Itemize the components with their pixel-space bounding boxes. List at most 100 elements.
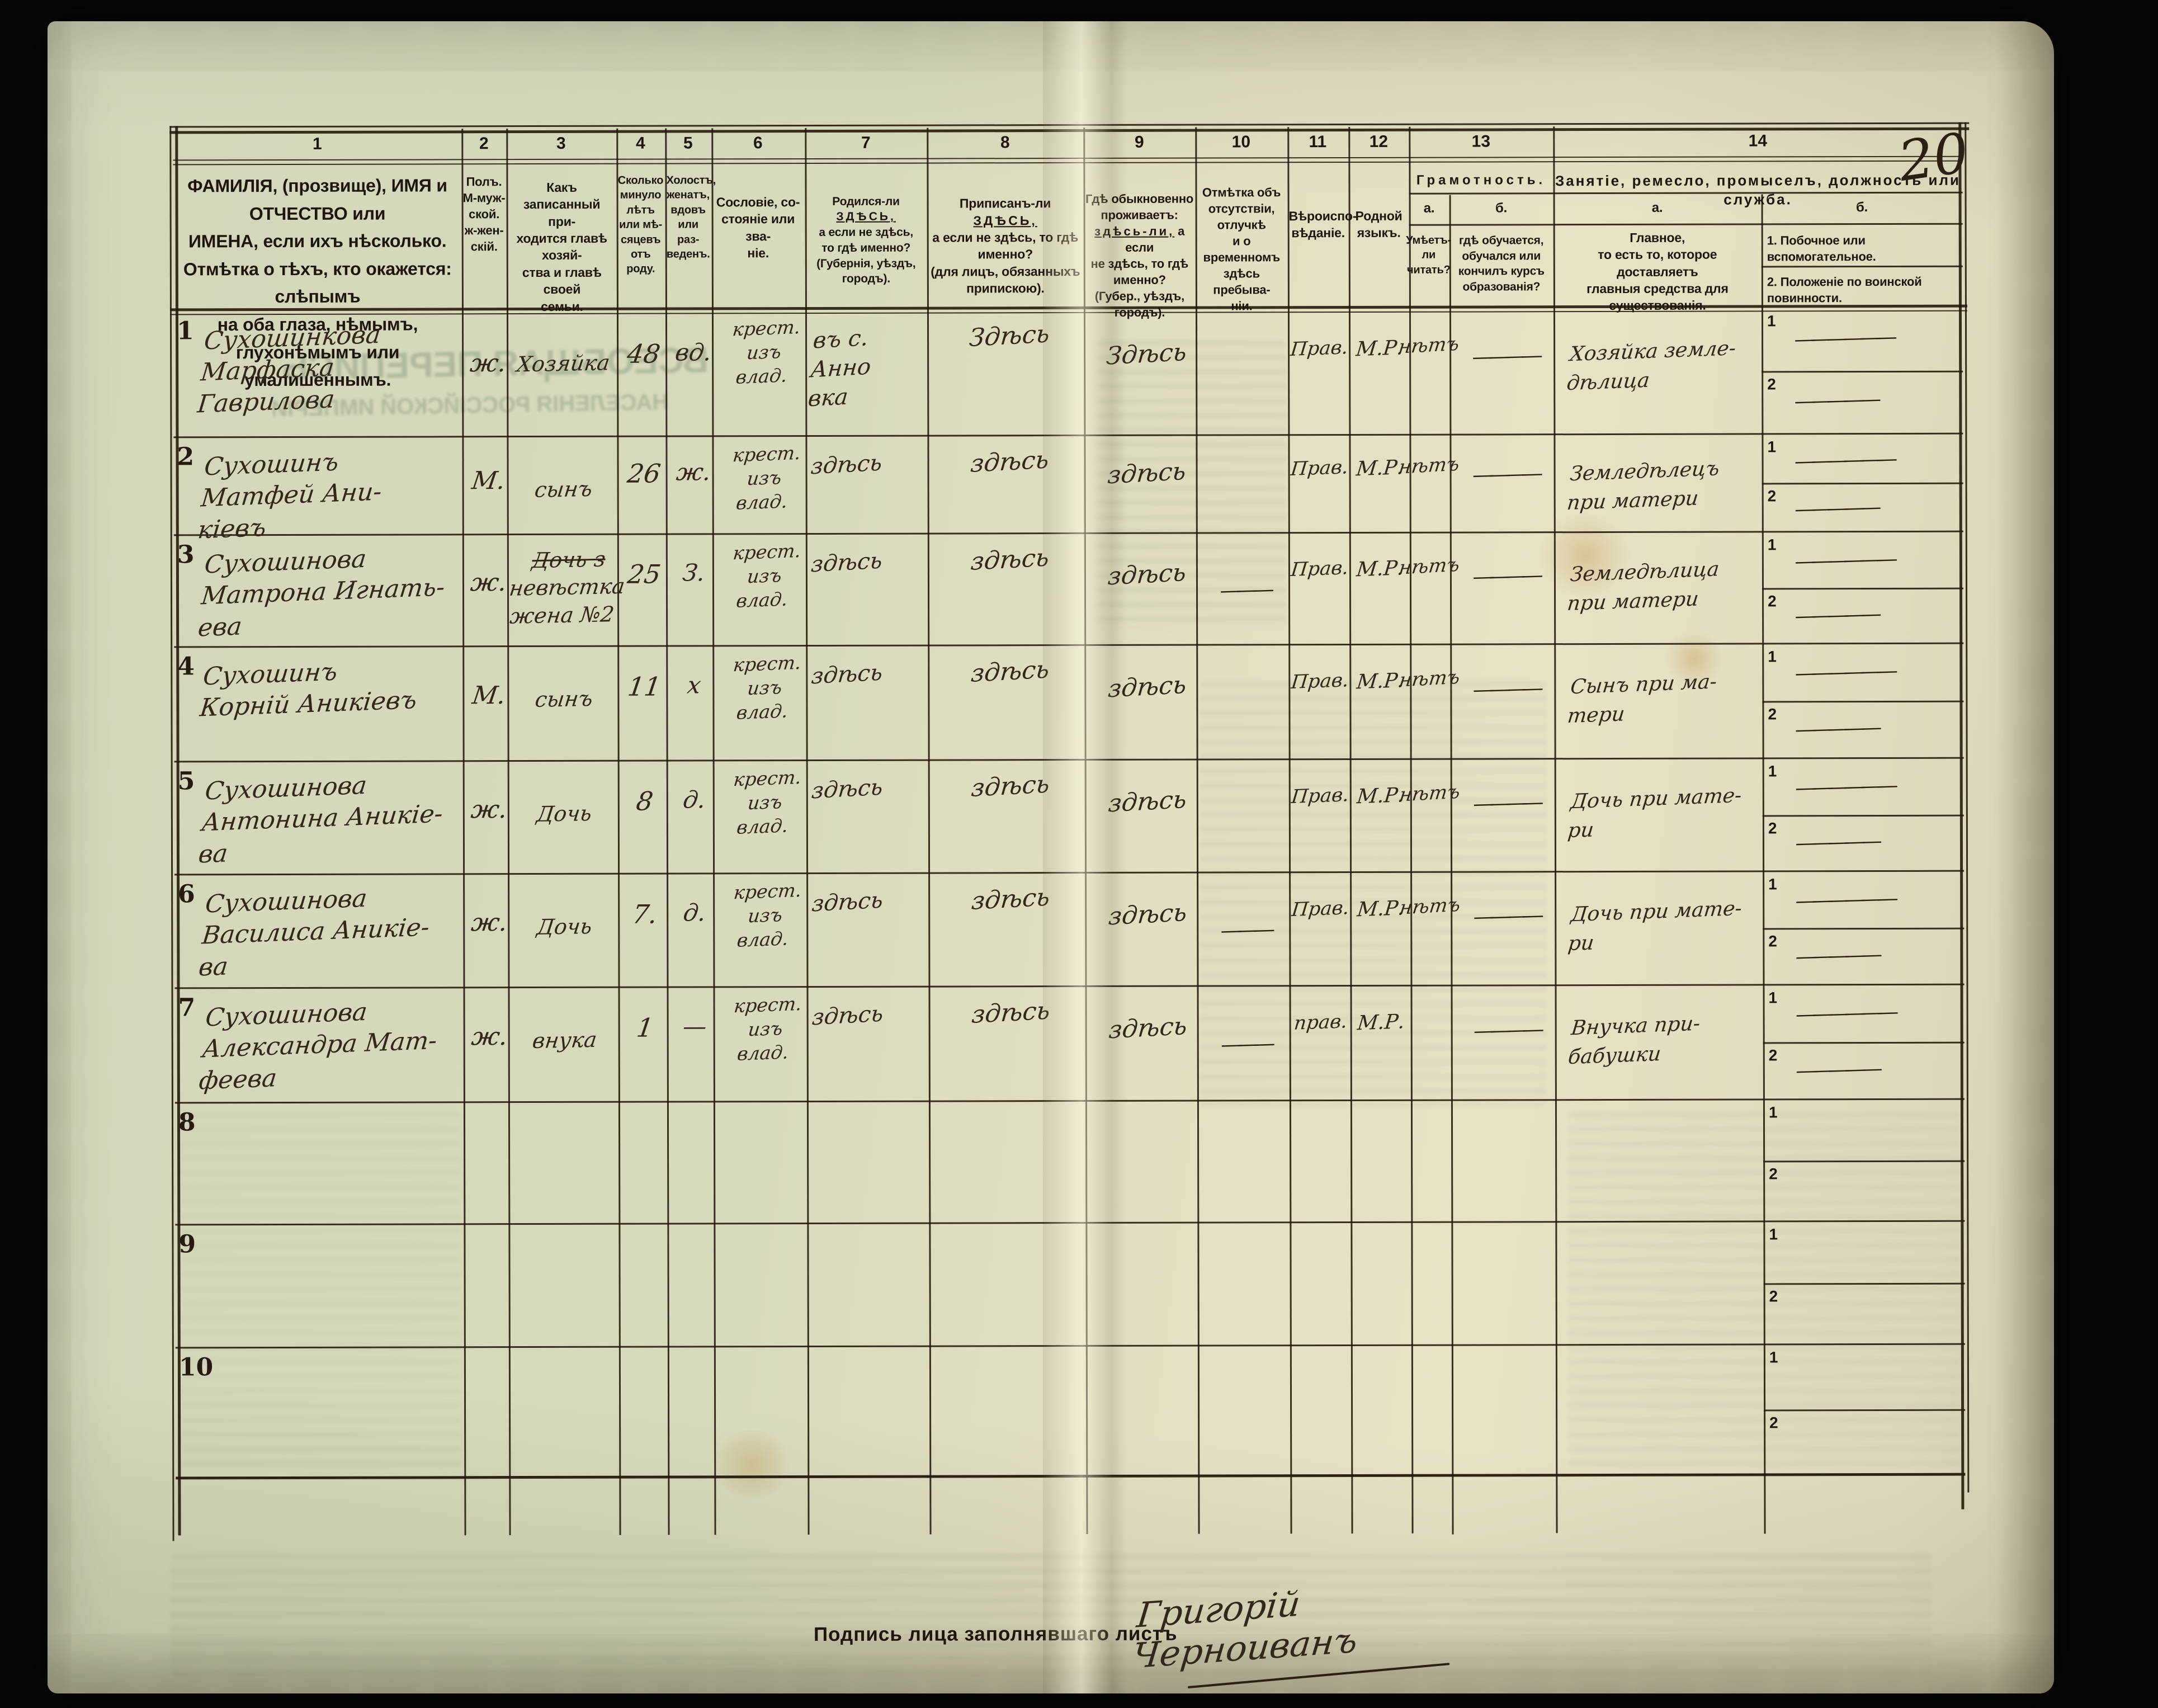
header-marital-column: Холостъ, женатъ, вдовъ или раз- веденъ. — [666, 174, 716, 261]
header-text-underlined: ЗДѢСЬ, — [836, 210, 896, 224]
cell-birthplace: здѣсь — [811, 1001, 885, 1031]
cell-literacy-reads — [1400, 1245, 1462, 1249]
cell-occupation-b1-dash: —————— — [1795, 324, 1893, 351]
table-grid — [0, 0, 2156, 1541]
header-registration-column: Приписанъ-ли ЗДѢСЬ, а если не здѣсь, то … — [928, 178, 1082, 297]
cell-estate: крест. изъ влад. — [733, 992, 803, 1065]
cell-marital-status: вд. — [673, 338, 714, 366]
cell-literacy-education-dash: ———— — [1474, 903, 1540, 928]
cell-occupation-main: Хозяйка земле- дѣлица — [1565, 337, 1737, 395]
table-row: 5 Сухошинова Антонина Аникіе- ва ж. Дочь… — [174, 758, 1965, 876]
cell-relation-text: Дочь — [535, 801, 593, 827]
row-number: 7 — [178, 993, 196, 1022]
occupation-b1-number: 1 — [1767, 536, 1777, 554]
occupation-b-divider — [1762, 587, 1964, 589]
cell-occupation-b1-dash: —————— — [1795, 658, 1893, 685]
grid-line — [1553, 223, 1963, 226]
cell-residence: здѣсь — [1107, 671, 1188, 704]
grid-line — [169, 127, 1970, 134]
header-birthplace-column: Родился-ли ЗДѢСЬ, а если не здѣсь, то гд… — [806, 178, 925, 287]
occupation-b1-number: 1 — [1768, 762, 1777, 780]
cell-occupation-main: Внучка при- бабушки — [1567, 1012, 1702, 1069]
header-residence-column: Гдѣ обыкновенно проживаетъ: здѣсь-ли, а … — [1084, 174, 1194, 321]
cell-marital-status: З. — [681, 559, 707, 587]
cell-relation-struck — [566, 774, 569, 799]
occupation-b1-number: 1 — [1767, 438, 1777, 456]
cell-religion: Прав. — [1290, 669, 1350, 694]
col-number: 6 — [753, 134, 763, 153]
cell-birthplace — [813, 1233, 931, 1239]
cell-age: 48 — [625, 338, 663, 369]
cell-relation-text: Дочь — [535, 914, 594, 940]
col-number: 12 — [1369, 132, 1389, 151]
col-number: 13 — [1471, 132, 1491, 151]
header-literacy-a-text: Умѣетъ- ли читать? — [1406, 234, 1452, 276]
cell-registration: здѣсь — [969, 543, 1051, 577]
cell-occupation-b1-dash: —————— — [1795, 546, 1893, 573]
cell-relation-struck — [565, 1237, 568, 1262]
cell-relation-struck: Дочь з — [530, 546, 607, 573]
cell-birthplace — [813, 1356, 931, 1362]
occupation-b-divider — [1763, 927, 1965, 930]
occupation-b2-number: 2 — [1769, 1413, 1778, 1431]
cell-occupation-main: Земледѣлецъ при матери — [1566, 457, 1721, 515]
header-occupation-a-label: а. — [1651, 200, 1663, 215]
cell-relation — [509, 1113, 624, 1143]
cell-relation-text: невѣстка жена №2 — [508, 574, 626, 629]
header-text: Родился-ли — [832, 195, 900, 208]
cell-literacy-reads: нѣтъ — [1398, 780, 1462, 806]
grid-line — [1409, 224, 1553, 226]
cell-name — [202, 1229, 466, 1239]
cell-birthplace: здѣсь — [810, 548, 884, 578]
cell-birthplace: здѣсь — [810, 887, 884, 917]
grid-line — [173, 155, 1961, 161]
cell-relation-struck — [565, 1360, 568, 1385]
cell-relation-struck — [565, 450, 568, 474]
cell-residence: здѣсь — [1106, 457, 1187, 490]
header-age-column: Сколько минуло лѣтъ или мѣ- сяцевъ отъ р… — [617, 174, 664, 276]
cell-registration: здѣсь — [970, 883, 1051, 916]
occupation-b-divider — [1764, 1409, 1966, 1411]
cell-estate — [721, 1351, 812, 1355]
cell-marital-status: — — [681, 1012, 709, 1040]
cell-religion — [1291, 1126, 1350, 1129]
cell-registration — [932, 1109, 1090, 1117]
table-row: 3 Сухошинова Матрона Игнать- ева ж. Дочь… — [173, 532, 1964, 648]
occupation-b-divider — [1763, 1282, 1965, 1285]
table-row: 8 1 2 — [174, 1100, 1965, 1226]
table-row: 7 Сухошинова Александра Мат- феева ж. вн… — [174, 985, 1965, 1104]
cell-estate: крест. изъ влад. — [732, 651, 802, 724]
cell-birthplace — [812, 1111, 930, 1117]
cell-registration: здѣсь — [969, 445, 1050, 479]
cell-literacy-reads: нѣтъ — [1397, 453, 1461, 479]
cell-estate: крест. изъ влад. — [731, 539, 802, 612]
cell-occupation-b2-dash: ————— — [1795, 715, 1878, 741]
occupation-b2-number: 2 — [1769, 1287, 1778, 1305]
table-row: 9 1 2 — [175, 1221, 1965, 1349]
cell-occupation-b2-dash: ————— — [1795, 495, 1877, 521]
header-text: а если не здѣсь, то гдѣ именно? (Губер.,… — [1090, 224, 1189, 320]
occupation-b2-number: 2 — [1768, 592, 1777, 610]
occupation-b2-number: 2 — [1768, 705, 1777, 723]
col-number: 5 — [683, 134, 693, 153]
occupation-b1-number: 1 — [1769, 1225, 1778, 1243]
occupation-b1-number: 1 — [1767, 312, 1776, 330]
cell-native-language: М.Р. — [1356, 1010, 1406, 1035]
occupation-b2-number: 2 — [1768, 1046, 1778, 1064]
cell-age: 1 — [635, 1013, 656, 1044]
cell-literacy-reads: нѣтъ — [1397, 554, 1461, 579]
occupation-b2-number: 2 — [1769, 1164, 1778, 1182]
occupation-b-divider — [1762, 370, 1963, 373]
row-number: 4 — [177, 652, 195, 681]
row-number: 9 — [178, 1230, 196, 1259]
signature-handwritten: Григорій Черноиванъ — [1130, 1583, 1360, 1677]
col-number: 4 — [635, 134, 645, 153]
cell-residence — [1092, 1249, 1205, 1256]
occupation-b-divider — [1762, 700, 1964, 703]
header-text: Приписанъ-ли — [959, 196, 1051, 211]
cell-name: Сухошинъ Матфей Ани- кіевъ — [196, 447, 384, 545]
cell-relation-text: сынъ — [533, 686, 594, 713]
grid-line — [1965, 122, 1970, 1493]
header-sex-column: Полъ. М-муж- ской. ж-жен- скій. — [462, 174, 506, 254]
cell-relation-struck — [566, 659, 569, 684]
